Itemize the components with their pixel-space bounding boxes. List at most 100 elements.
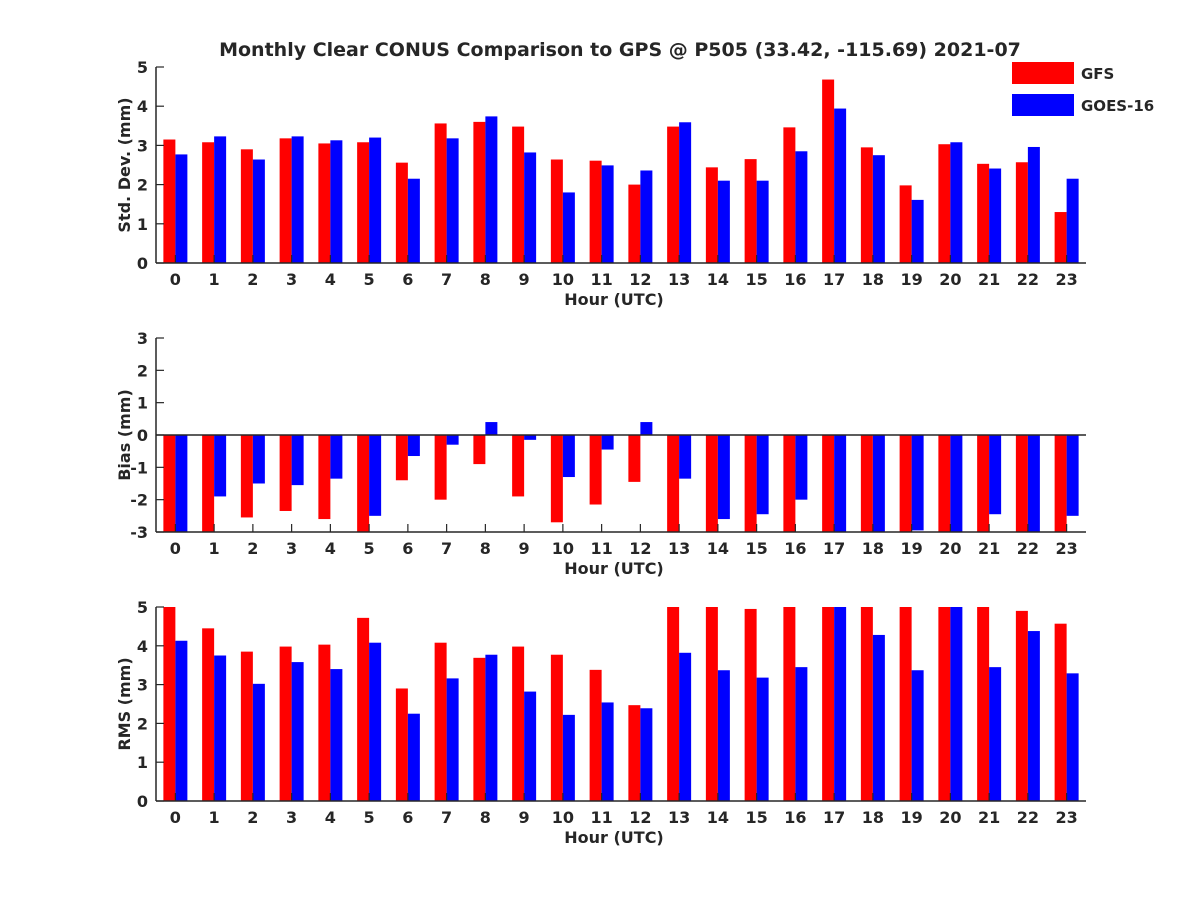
stddev-x-tick-label: 11 — [590, 270, 612, 289]
bias-bar-goes-2 — [252, 435, 265, 484]
rms-bar-gfs-23 — [1054, 623, 1067, 801]
rms-x-tick-label: 3 — [286, 808, 297, 827]
stddev-bar-goes-14 — [717, 180, 730, 263]
stddev-bar-goes-21 — [989, 168, 1002, 263]
rms-x-tick-label: 4 — [325, 808, 336, 827]
bias-y-tick-label: 3 — [137, 329, 148, 348]
bias-x-tick-label: 17 — [823, 539, 845, 558]
bias-x-tick-label: 16 — [784, 539, 806, 558]
stddev-bar-gfs-12 — [628, 184, 641, 263]
stddev-bar-gfs-11 — [589, 160, 602, 263]
bias-y-axis-label: Bias (mm) — [115, 389, 134, 481]
stddev-bar-goes-4 — [330, 140, 343, 263]
stddev-bar-gfs-14 — [705, 167, 718, 263]
stddev-bar-gfs-7 — [434, 123, 447, 263]
stddev-x-tick-label: 0 — [170, 270, 181, 289]
stddev-x-tick-label: 16 — [784, 270, 806, 289]
rms-y-axis-label: RMS (mm) — [115, 657, 134, 750]
rms-bar-goes-15 — [756, 677, 769, 801]
bias-bar-gfs-17 — [822, 435, 835, 532]
stddev-bar-gfs-2 — [240, 149, 253, 263]
rms-x-tick-label: 15 — [745, 808, 767, 827]
rms-bar-goes-7 — [446, 678, 459, 801]
rms-bar-goes-17 — [834, 607, 847, 801]
bias-bar-gfs-23 — [1054, 435, 1067, 532]
bias-bar-goes-20 — [950, 435, 963, 532]
stddev-y-tick-label: 4 — [137, 97, 148, 116]
rms-x-tick-label: 21 — [978, 808, 1000, 827]
bias-bar-goes-19 — [911, 435, 924, 531]
rms-bar-gfs-12 — [628, 705, 641, 801]
stddev-x-tick-label: 21 — [978, 270, 1000, 289]
bias-bar-goes-9 — [524, 435, 537, 440]
rms-x-tick-label: 17 — [823, 808, 845, 827]
bias-x-tick-label: 19 — [900, 539, 922, 558]
rms-bar-goes-23 — [1066, 673, 1079, 801]
rms-bar-gfs-6 — [395, 688, 408, 801]
bias-x-tick-label: 21 — [978, 539, 1000, 558]
bias-bar-gfs-12 — [628, 435, 641, 482]
legend: GFS GOES-16 — [1012, 62, 1154, 116]
rms-bar-gfs-20 — [938, 607, 951, 801]
rms-x-tick-label: 10 — [552, 808, 574, 827]
stddev-bar-goes-15 — [756, 180, 769, 263]
rms-x-tick-label: 1 — [209, 808, 220, 827]
legend-swatch-gfs — [1012, 62, 1074, 84]
rms-y-tick-label: 4 — [137, 637, 148, 656]
stddev-bar-gfs-4 — [318, 143, 331, 263]
rms-bar-goes-8 — [485, 654, 498, 801]
rms-bar-goes-12 — [640, 708, 653, 801]
stddev-bar-gfs-5 — [357, 142, 370, 263]
bias-x-tick-label: 14 — [707, 539, 729, 558]
rms-x-tick-label: 8 — [480, 808, 491, 827]
bias-bar-goes-17 — [834, 435, 847, 532]
bias-bar-goes-11 — [601, 435, 614, 450]
rms-bar-goes-9 — [524, 691, 537, 801]
bias-bar-goes-21 — [989, 435, 1002, 515]
rms-x-tick-label: 11 — [590, 808, 612, 827]
bias-x-tick-label: 18 — [862, 539, 884, 558]
stddev-x-tick-label: 9 — [519, 270, 530, 289]
rms-bar-goes-4 — [330, 669, 343, 801]
rms-bar-gfs-5 — [357, 617, 370, 801]
rms-x-tick-label: 5 — [364, 808, 375, 827]
stddev-bar-goes-9 — [524, 152, 537, 263]
bias-y-tick-label: 1 — [137, 394, 148, 413]
stddev-bar-goes-12 — [640, 170, 653, 263]
stddev-bar-gfs-8 — [473, 121, 486, 263]
bias-x-tick-label: 1 — [209, 539, 220, 558]
rms-y-tick-label: 3 — [137, 676, 148, 695]
stddev-bar-goes-7 — [446, 138, 459, 263]
bias-x-axis-label: Hour (UTC) — [564, 559, 664, 578]
rms-x-tick-label: 0 — [170, 808, 181, 827]
bias-x-tick-label: 11 — [590, 539, 612, 558]
rms-bar-gfs-8 — [473, 657, 486, 801]
bias-bar-gfs-10 — [550, 435, 563, 523]
stddev-bar-goes-0 — [175, 154, 188, 263]
rms-y-tick-label: 2 — [137, 714, 148, 733]
stddev-bar-gfs-0 — [163, 139, 176, 263]
bias-bar-gfs-3 — [279, 435, 292, 511]
rms-x-tick-label: 14 — [707, 808, 729, 827]
bias-bar-gfs-4 — [318, 435, 331, 520]
rms-bar-gfs-0 — [163, 607, 176, 801]
rms-bar-goes-21 — [989, 667, 1002, 801]
bias-bar-goes-23 — [1066, 435, 1079, 516]
rms-x-tick-label: 6 — [402, 808, 413, 827]
rms-x-tick-label: 2 — [247, 808, 258, 827]
rms-x-tick-label: 13 — [668, 808, 690, 827]
rms-bar-gfs-7 — [434, 642, 447, 801]
bias-x-tick-label: 6 — [402, 539, 413, 558]
stddev-bar-goes-19 — [911, 199, 924, 263]
rms-bar-goes-5 — [369, 642, 382, 801]
stddev-bar-goes-18 — [872, 155, 885, 263]
bias-x-tick-label: 5 — [364, 539, 375, 558]
bias-bar-goes-3 — [291, 435, 304, 486]
rms-bar-gfs-21 — [977, 607, 990, 801]
rms-bar-gfs-22 — [1015, 610, 1028, 801]
stddev-y-tick-label: 1 — [137, 215, 148, 234]
bias-x-tick-label: 7 — [441, 539, 452, 558]
stddev-bar-gfs-1 — [202, 142, 215, 263]
